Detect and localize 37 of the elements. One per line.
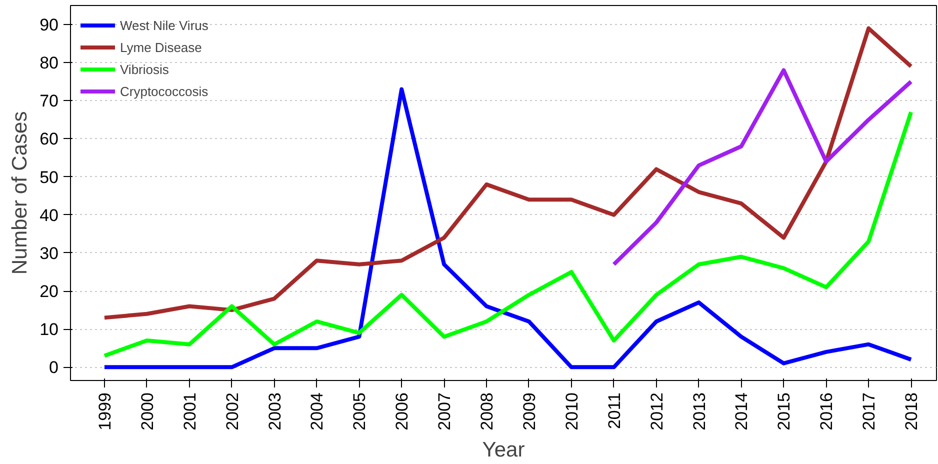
x-tick-label: 2002 xyxy=(222,392,242,430)
x-tick-label: 2012 xyxy=(647,392,666,430)
x-tick-label: 2008 xyxy=(478,392,497,430)
y-tick-label: 50 xyxy=(40,168,59,187)
x-tick-label: 2005 xyxy=(350,392,370,430)
x-tick-label: 2007 xyxy=(435,392,454,430)
x-tick-label: 2010 xyxy=(562,392,582,430)
y-tick-label: 40 xyxy=(40,206,59,225)
x-tick-label: 2015 xyxy=(774,392,794,430)
y-tick-label: 60 xyxy=(40,130,59,149)
y-tick-label: 10 xyxy=(40,320,59,340)
y-tick-label: 0 xyxy=(49,358,59,378)
x-tick-label: 2016 xyxy=(817,392,836,430)
x-tick-label: 2018 xyxy=(902,392,922,430)
x-tick-label: 2009 xyxy=(520,392,539,430)
y-tick-label: 20 xyxy=(40,282,59,302)
x-tick-label: 2006 xyxy=(392,392,412,430)
x-tick-label: 1999 xyxy=(95,392,114,430)
x-tick-label: 2000 xyxy=(138,392,157,430)
x-tick-label: 2014 xyxy=(732,392,752,430)
y-tick-label: 30 xyxy=(40,244,59,263)
legend-label: Cryptococcosis xyxy=(120,84,208,98)
y-tick-label: 90 xyxy=(40,16,59,35)
legend-label: West Nile Virus xyxy=(120,18,208,32)
x-tick-label: 2004 xyxy=(308,392,327,430)
legend-label: Vibriosis xyxy=(120,62,169,76)
legend-label: Lyme Disease xyxy=(120,40,202,54)
line-series xyxy=(612,68,914,266)
y-tick-label: 80 xyxy=(40,54,59,73)
x-tick-label: 2013 xyxy=(690,392,709,430)
x-tick-label: 2017 xyxy=(860,392,879,430)
x-axis-title: Year xyxy=(482,438,525,462)
x-tick-label: 2011 xyxy=(604,392,624,430)
y-axis-title: Number of Cases xyxy=(8,111,32,275)
y-tick-label: 70 xyxy=(40,92,59,111)
x-tick-label: 2001 xyxy=(180,392,200,430)
x-tick-label: 2003 xyxy=(265,392,284,430)
